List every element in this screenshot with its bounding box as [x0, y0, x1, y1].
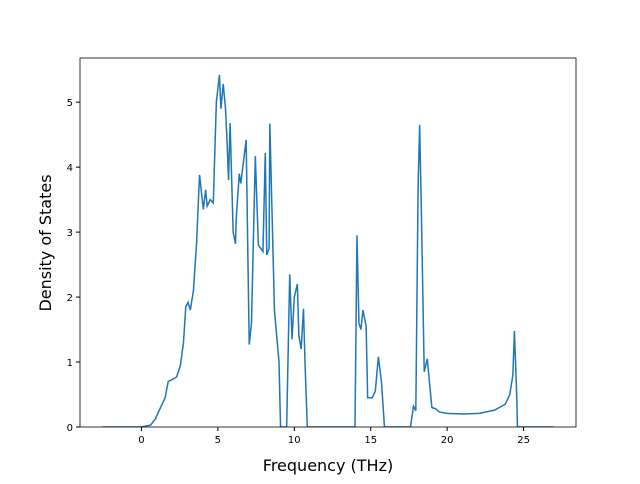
x-tick-label: 25: [517, 435, 530, 446]
x-tick-label: 15: [364, 435, 377, 446]
y-tick-label: 3: [67, 228, 73, 239]
y-tick-label: 0: [67, 423, 73, 434]
x-tick-label: 5: [215, 435, 221, 446]
line: [102, 74, 554, 427]
y-tick-label: 5: [67, 98, 73, 109]
plot-frame: [79, 57, 577, 428]
y-tick-label: 4: [67, 163, 73, 174]
x-tick-label: 20: [441, 435, 454, 446]
x-axis-label: Frequency (THz): [263, 456, 393, 475]
x-tick-label: 0: [138, 435, 144, 446]
x-tick-label: 10: [288, 435, 301, 446]
y-tick-label: 2: [67, 293, 73, 304]
y-axis-label: Density of States: [36, 174, 55, 311]
y-tick-label: 1: [67, 358, 73, 369]
